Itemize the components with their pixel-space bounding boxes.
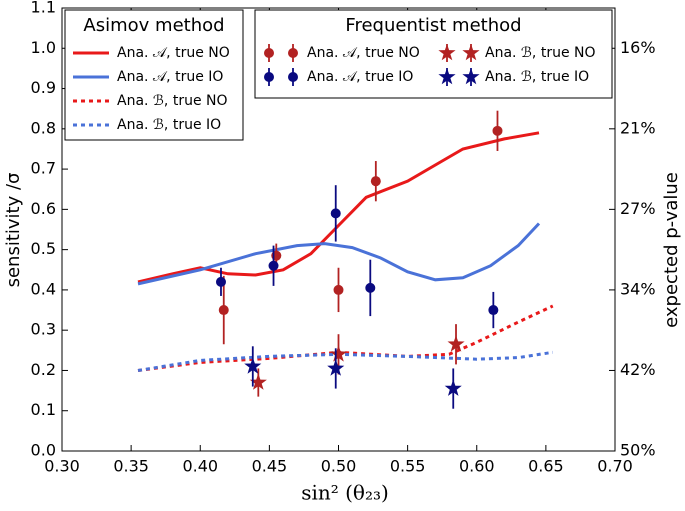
data-point (447, 335, 465, 352)
x-tick-label: 0.55 (390, 457, 426, 476)
x-tick-label: 0.70 (597, 457, 633, 476)
x-tick-label: 0.50 (321, 457, 357, 476)
y-tick-label: 1.1 (31, 0, 56, 17)
legend-marker (264, 48, 274, 58)
y-tick-label: 0.7 (31, 159, 56, 178)
y-axis-label: sensitivity /σ (3, 173, 24, 288)
y2-axis-label: expected p-value (661, 172, 682, 328)
legend-label: Ana. ℬ, true NO (485, 45, 596, 61)
legend-marker (462, 68, 480, 85)
line (137, 222, 541, 286)
y2-tick-label: 27% (620, 199, 656, 218)
data-point (218, 305, 229, 316)
y-tick-label: 1.0 (31, 38, 56, 57)
y-tick-label: 0.6 (31, 199, 56, 218)
legend-label: Ana. 𝒜, true NO (307, 45, 420, 61)
x-tick-label: 0.30 (44, 457, 80, 476)
legend-box (64, 9, 244, 141)
legend-marker (264, 72, 274, 82)
legend-box (254, 9, 613, 99)
x-tick-label: 0.65 (528, 457, 564, 476)
x-tick-label: 0.45 (252, 457, 288, 476)
y-tick-label: 0.3 (31, 320, 56, 339)
x-tick-label: 0.40 (182, 457, 218, 476)
legend-label: Ana. 𝒜, true IO (307, 69, 413, 85)
line (137, 131, 540, 284)
y-tick-label: 0.5 (31, 239, 56, 258)
y-tick-label: 0.4 (31, 279, 56, 298)
x-tick-label: 0.60 (459, 457, 495, 476)
y2-tick-label: 42% (620, 360, 656, 379)
y2-tick-label: 16% (620, 38, 656, 57)
data-point (333, 284, 344, 295)
legend-marker (438, 44, 456, 61)
y-tick-label: 0.8 (31, 118, 56, 137)
data-point (329, 345, 348, 362)
data-point (330, 208, 341, 219)
legend-marker (288, 48, 298, 58)
y-tick-label: 0.2 (31, 360, 56, 379)
legend-label: Ana. 𝒜, true IO (117, 69, 223, 85)
legend-marker (462, 44, 480, 61)
data-point (370, 176, 381, 187)
legend-title: Asimov method (83, 15, 224, 36)
y2-tick-label: 34% (620, 279, 656, 298)
data-point (215, 276, 226, 287)
legend-marker (438, 68, 456, 85)
x-axis-label: sin² (θ₂₃) (301, 481, 389, 505)
plot-frame (61, 7, 616, 452)
data-point (488, 305, 499, 316)
y2-tick-label: 21% (620, 118, 656, 137)
data-point (444, 379, 462, 396)
y-tick-label: 0.0 (31, 441, 56, 460)
legend-marker (288, 72, 298, 82)
y-tick-label: 0.9 (31, 78, 56, 97)
legend-title: Frequentist method (345, 15, 521, 36)
line (137, 350, 554, 372)
data-point (492, 125, 503, 136)
line (137, 304, 554, 372)
y-tick-label: 0.1 (31, 400, 56, 419)
legend-label: Ana. 𝒜, true NO (117, 45, 230, 61)
data-point (244, 357, 262, 374)
data-point (268, 260, 279, 271)
legend-label: Ana. ℬ, true IO (117, 117, 221, 133)
data-point (365, 282, 376, 293)
legend-label: Ana. ℬ, true IO (485, 69, 589, 85)
y2-tick-label: 50% (620, 441, 656, 460)
legend-label: Ana. ℬ, true NO (117, 93, 228, 109)
data-point (249, 373, 267, 390)
data-point (327, 359, 345, 376)
x-tick-label: 0.35 (113, 457, 149, 476)
